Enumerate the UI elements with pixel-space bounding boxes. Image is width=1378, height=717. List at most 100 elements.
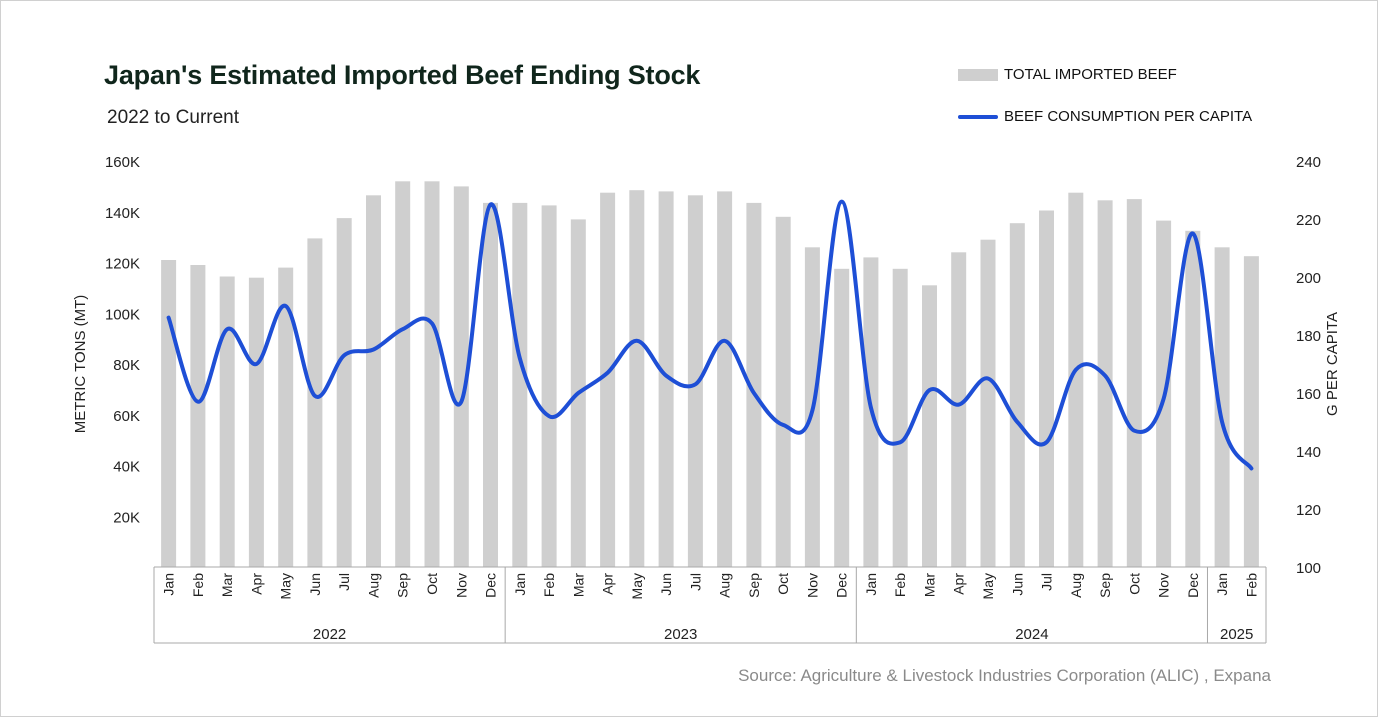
bar — [775, 216, 791, 568]
y2-tick-label: 240 — [1296, 154, 1321, 171]
line-point — [285, 305, 287, 307]
line-point — [694, 383, 696, 385]
legend-line-label: BEEF CONSUMPTION PER CAPITA — [1004, 108, 1253, 125]
line-point — [373, 349, 374, 350]
x-tick-label: Mar — [570, 573, 586, 597]
x-tick-label: May — [278, 573, 294, 599]
line-point — [958, 404, 960, 406]
bar — [336, 218, 352, 567]
legend-item-line: BEEF CONSUMPTION PER CAPITA — [958, 108, 1252, 125]
line-point — [1221, 421, 1223, 423]
bar — [278, 267, 294, 567]
line-point — [431, 322, 433, 324]
bar — [658, 191, 674, 567]
x-tick-label: Nov — [453, 573, 469, 598]
y-tick-label: 120K — [105, 256, 140, 273]
bar — [424, 181, 440, 568]
bar — [307, 238, 323, 567]
y-tick-label: 140K — [105, 205, 140, 222]
bar — [190, 265, 206, 567]
bar — [980, 239, 996, 567]
line-point — [665, 375, 667, 377]
group-label: 2023 — [664, 626, 697, 643]
bar — [395, 181, 411, 568]
legend-line-swatch — [958, 114, 998, 119]
line-point — [460, 401, 462, 403]
group-label: 2022 — [313, 626, 346, 643]
bar — [161, 260, 177, 567]
line-point — [519, 357, 521, 359]
bar — [366, 195, 381, 568]
group-label: 2025 — [1220, 626, 1253, 643]
y-tick-label: 20K — [113, 509, 140, 526]
y-tick-label: 80K — [113, 357, 140, 374]
series-line-consumption — [166, 199, 1254, 471]
line-point — [343, 354, 345, 356]
bar — [1039, 210, 1054, 567]
chart-title: Japan's Estimated Imported Beef Ending S… — [104, 60, 701, 90]
x-tick-label: Sep — [746, 573, 762, 598]
line-point — [1250, 467, 1252, 469]
line-point — [1046, 441, 1047, 443]
bar — [834, 268, 850, 567]
x-tick-label: Jul — [1039, 573, 1055, 591]
legend-bar-swatch — [958, 68, 998, 81]
y-tick-label: 60K — [113, 408, 140, 425]
x-tick-label: Apr — [951, 573, 967, 595]
y2-tick-label: 160 — [1296, 386, 1321, 403]
x-tick-label: Aug — [1068, 573, 1084, 598]
x-tick-label: Mar — [922, 573, 938, 597]
bar — [219, 276, 235, 567]
bar — [453, 186, 469, 567]
x-tick-label: Feb — [541, 573, 557, 597]
bar — [483, 202, 498, 567]
line-point — [724, 340, 726, 342]
bar — [1068, 192, 1084, 567]
bar — [1214, 247, 1230, 568]
bar — [717, 191, 733, 567]
x-tick-label: Nov — [1156, 573, 1172, 598]
x-tick-label: Feb — [1243, 573, 1259, 597]
bar — [629, 190, 645, 567]
y2-tick-label: 200 — [1296, 270, 1321, 287]
line-point — [577, 392, 579, 394]
line-point — [168, 317, 170, 319]
bar — [512, 202, 528, 567]
bar — [951, 252, 967, 568]
x-tick-label: Feb — [892, 573, 908, 597]
x-tick-label: Sep — [395, 573, 411, 598]
line-point — [314, 395, 316, 397]
bar — [1243, 256, 1259, 567]
bar — [922, 285, 937, 567]
source-note: Source: Agriculture & Livestock Industri… — [738, 666, 1271, 685]
line-point — [607, 372, 609, 374]
x-tick-label: Jun — [1009, 573, 1025, 596]
line-point — [899, 441, 901, 443]
line-point — [811, 409, 813, 411]
bar — [892, 268, 908, 567]
group-label: 2024 — [1015, 626, 1048, 643]
bar — [1097, 200, 1113, 568]
line-point — [1163, 398, 1165, 400]
line-point — [782, 424, 784, 426]
x-tick-label: Apr — [600, 573, 616, 595]
x-tick-label: Jan — [161, 573, 177, 596]
y2-tick-label: 220 — [1296, 212, 1321, 229]
x-tick-label: Oct — [1126, 573, 1142, 595]
line-point — [1104, 375, 1106, 377]
line-point — [1016, 421, 1018, 423]
bar — [600, 192, 616, 567]
bar — [1009, 223, 1025, 567]
line-point — [197, 401, 199, 403]
legend-bar-label: TOTAL IMPORTED BEEF — [1004, 66, 1177, 83]
y2-tick-label: 100 — [1296, 560, 1321, 577]
line-point — [1075, 369, 1077, 371]
x-tick-label: Dec — [1185, 573, 1201, 598]
x-tick-label: Aug — [366, 573, 382, 598]
bar — [687, 195, 703, 568]
line-point — [1192, 233, 1194, 234]
x-tick-label: Jan — [512, 573, 528, 596]
y-tick-label: 40K — [113, 459, 140, 476]
x-tick-label: Jan — [1214, 573, 1230, 596]
line-point — [255, 363, 257, 365]
